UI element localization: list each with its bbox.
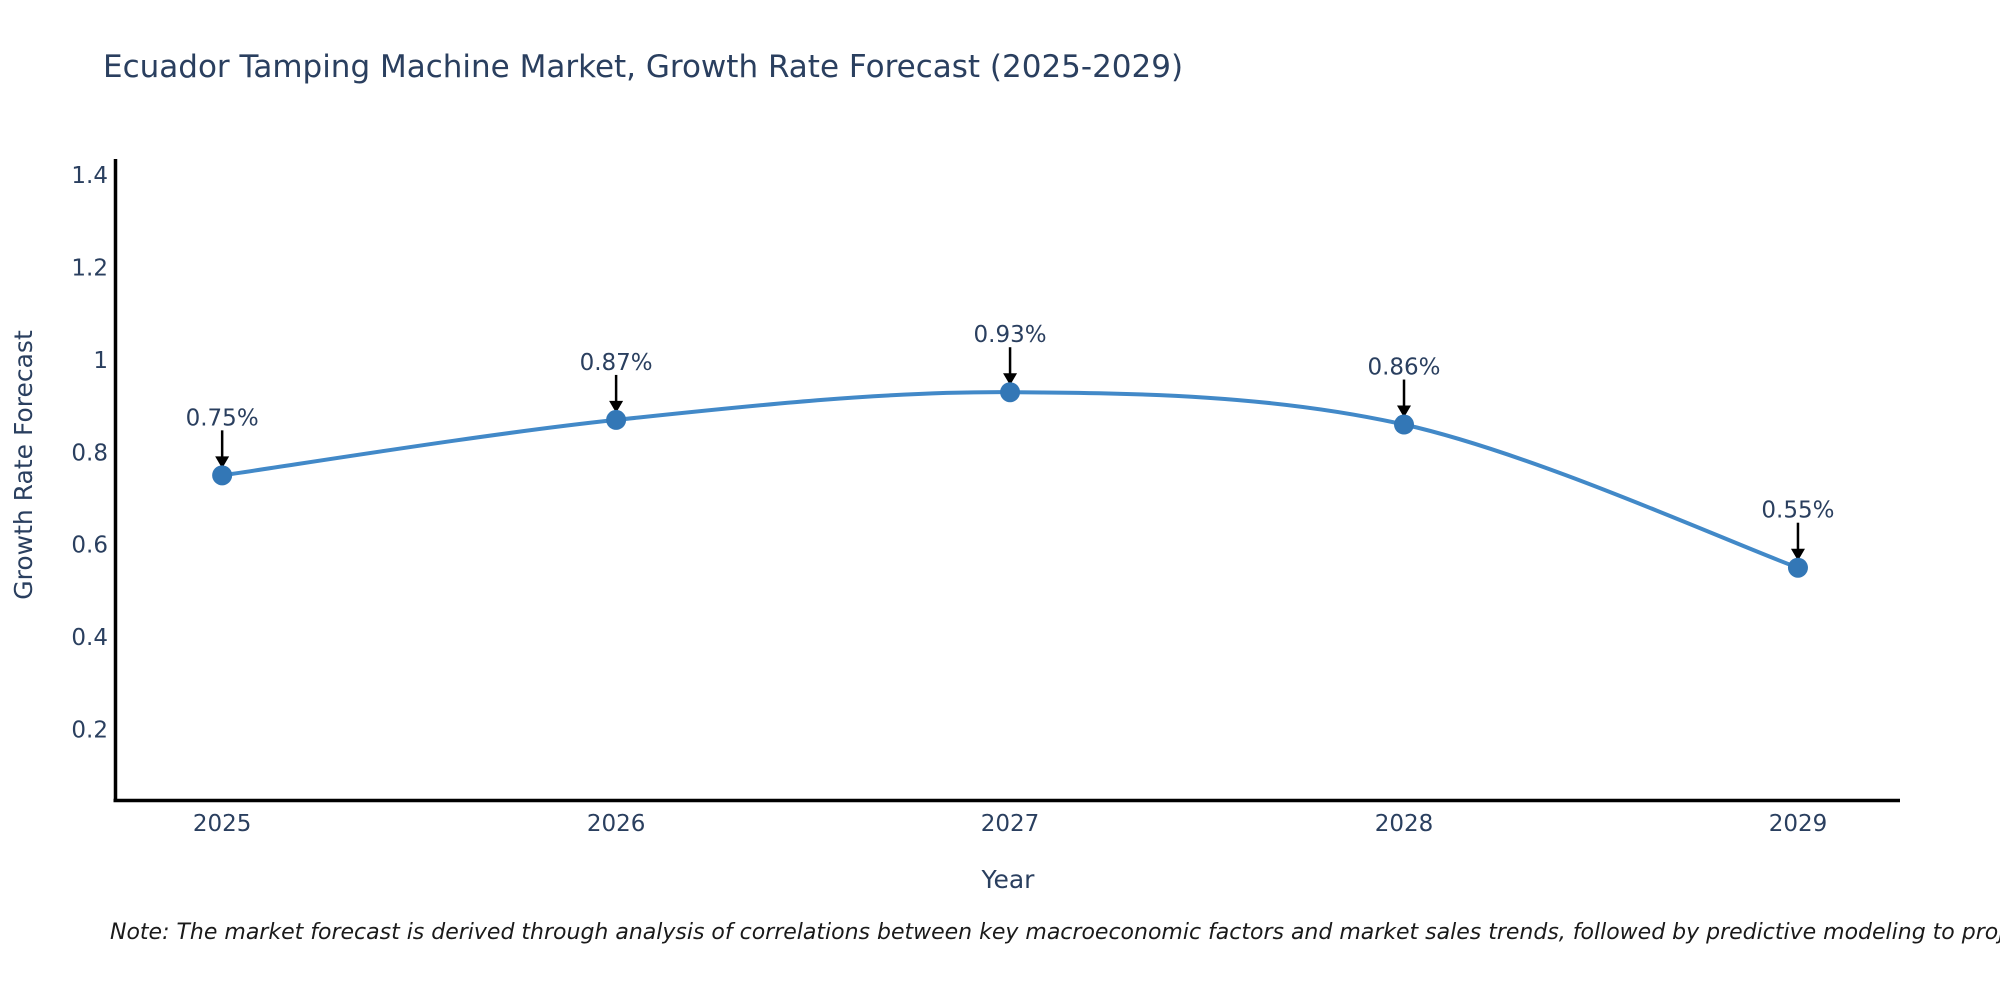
x-tick-label: 2026 <box>587 811 646 837</box>
y-tick-label: 1 <box>93 348 108 374</box>
chart-title: Ecuador Tamping Machine Market, Growth R… <box>103 49 1183 85</box>
y-axis-title: Growth Rate Forecast <box>9 330 38 600</box>
x-axis-title: Year <box>981 865 1036 894</box>
data-point-marker[interactable] <box>1394 414 1415 435</box>
x-tick-label: 2025 <box>193 811 252 837</box>
annotation-arrowhead <box>1790 548 1805 561</box>
y-tick-label: 0.8 <box>71 440 108 466</box>
x-tick-label: 2029 <box>1769 811 1828 837</box>
data-point-label: 0.86% <box>1367 355 1440 381</box>
forecast-line <box>220 390 1800 570</box>
annotation-arrowhead <box>1003 373 1018 386</box>
y-tick-label: 0.6 <box>71 533 108 559</box>
x-tick-label: 2028 <box>1375 811 1434 837</box>
data-point-label: 0.75% <box>186 405 259 431</box>
data-point-marker[interactable] <box>1000 382 1021 403</box>
data-point-marker[interactable] <box>212 465 233 486</box>
data-point-label: 0.93% <box>974 322 1047 348</box>
y-tick-label: 1.4 <box>71 163 108 189</box>
annotation-arrowhead <box>215 456 230 469</box>
annotation-arrowhead <box>1397 405 1412 418</box>
x-tick-label: 2027 <box>981 811 1040 837</box>
footnote: Note: The market forecast is derived thr… <box>110 920 2000 945</box>
data-point-marker[interactable] <box>1787 557 1808 578</box>
y-tick-label: 0.4 <box>71 625 108 651</box>
y-tick-label: 1.2 <box>71 256 108 282</box>
data-point-label: 0.55% <box>1761 498 1834 524</box>
data-point-label: 0.87% <box>580 350 653 376</box>
annotation-arrowhead <box>609 400 624 413</box>
plot-area: 0.2 0.4 0.6 0.8 1 1.2 1.4 2025 2026 2027 2028 2029 0… <box>71 159 1900 837</box>
data-point-marker[interactable] <box>606 409 627 430</box>
y-tick-label: 0.2 <box>71 717 108 743</box>
